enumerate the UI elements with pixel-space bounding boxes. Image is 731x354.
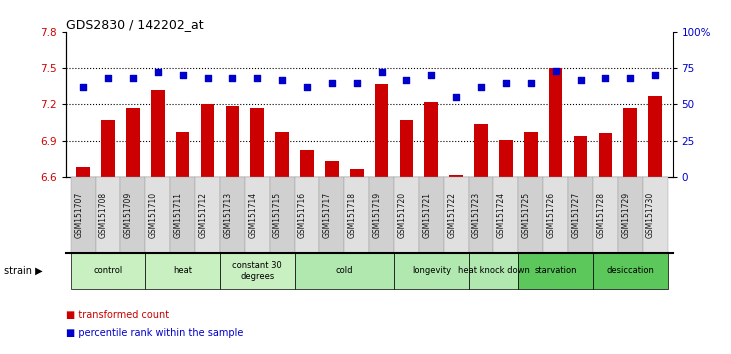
- Point: [575, 77, 586, 82]
- Text: GSM151707: GSM151707: [74, 192, 83, 238]
- Point: [326, 80, 338, 85]
- Point: [251, 75, 263, 81]
- Text: GSM151714: GSM151714: [249, 192, 257, 238]
- Bar: [350, 169, 363, 177]
- Bar: [524, 132, 537, 177]
- Text: GSM151717: GSM151717: [323, 192, 332, 238]
- Point: [77, 84, 89, 90]
- Text: control: control: [94, 266, 123, 275]
- Text: GSM151720: GSM151720: [398, 192, 406, 238]
- Text: GSM151712: GSM151712: [199, 192, 208, 238]
- Text: ■ percentile rank within the sample: ■ percentile rank within the sample: [66, 328, 243, 338]
- Bar: [101, 120, 115, 177]
- Point: [376, 70, 387, 75]
- Bar: [76, 167, 90, 177]
- Point: [301, 84, 313, 90]
- Bar: [400, 120, 413, 177]
- Text: starvation: starvation: [534, 266, 577, 275]
- Text: GSM151722: GSM151722: [447, 192, 456, 238]
- Text: GSM151718: GSM151718: [348, 192, 357, 238]
- Text: GSM151724: GSM151724: [497, 192, 506, 238]
- Point: [351, 80, 363, 85]
- Point: [500, 80, 512, 85]
- Bar: [574, 136, 587, 177]
- Bar: [599, 133, 613, 177]
- Bar: [151, 90, 164, 177]
- Point: [649, 73, 661, 78]
- Text: GSM151713: GSM151713: [224, 192, 232, 238]
- Text: GSM151727: GSM151727: [572, 192, 580, 238]
- Bar: [300, 150, 314, 177]
- Bar: [251, 108, 264, 177]
- Text: GSM151725: GSM151725: [522, 192, 531, 238]
- Text: constant 30
degrees: constant 30 degrees: [232, 261, 282, 280]
- Text: longevity: longevity: [412, 266, 451, 275]
- Bar: [226, 105, 239, 177]
- Point: [102, 75, 114, 81]
- Text: cold: cold: [336, 266, 353, 275]
- Bar: [474, 124, 488, 177]
- Point: [127, 75, 139, 81]
- Text: GSM151716: GSM151716: [298, 192, 307, 238]
- Text: GSM151721: GSM151721: [423, 192, 431, 238]
- Point: [177, 73, 189, 78]
- Text: GSM151710: GSM151710: [149, 192, 158, 238]
- Point: [227, 75, 238, 81]
- Point: [401, 77, 412, 82]
- Point: [276, 77, 288, 82]
- Text: GSM151726: GSM151726: [547, 192, 556, 238]
- Text: GSM151711: GSM151711: [174, 192, 183, 238]
- Text: GSM151715: GSM151715: [273, 192, 282, 238]
- Bar: [325, 161, 338, 177]
- Text: GDS2830 / 142202_at: GDS2830 / 142202_at: [66, 18, 203, 31]
- Bar: [450, 175, 463, 177]
- Text: GSM151723: GSM151723: [472, 192, 481, 238]
- Point: [475, 84, 487, 90]
- Text: GSM151709: GSM151709: [124, 192, 133, 238]
- Bar: [375, 84, 388, 177]
- Bar: [549, 68, 562, 177]
- Bar: [201, 104, 214, 177]
- Text: heat knock down: heat knock down: [458, 266, 529, 275]
- Text: GSM151728: GSM151728: [596, 192, 605, 238]
- Bar: [176, 132, 189, 177]
- Point: [624, 75, 636, 81]
- Text: heat: heat: [173, 266, 192, 275]
- Point: [450, 94, 462, 100]
- Point: [152, 70, 164, 75]
- Text: GSM151729: GSM151729: [621, 192, 630, 238]
- Text: strain ▶: strain ▶: [4, 266, 42, 276]
- Bar: [276, 132, 289, 177]
- Bar: [425, 102, 438, 177]
- Text: GSM151719: GSM151719: [373, 192, 382, 238]
- Bar: [499, 139, 512, 177]
- Text: ■ transformed count: ■ transformed count: [66, 310, 169, 320]
- Point: [425, 73, 437, 78]
- Point: [550, 68, 561, 74]
- Text: GSM151708: GSM151708: [99, 192, 108, 238]
- Bar: [648, 96, 662, 177]
- Text: GSM151730: GSM151730: [646, 192, 655, 238]
- Point: [525, 80, 537, 85]
- Bar: [126, 108, 140, 177]
- Bar: [624, 108, 637, 177]
- Point: [599, 75, 611, 81]
- Point: [202, 75, 213, 81]
- Text: desiccation: desiccation: [606, 266, 654, 275]
